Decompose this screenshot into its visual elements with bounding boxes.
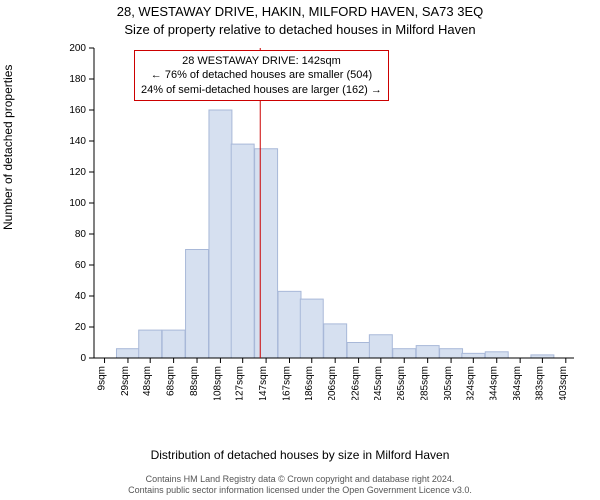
x-tick-label: 305sqm [443, 366, 454, 400]
annotation-line-3: 24% of semi-detached houses are larger (… [141, 83, 382, 97]
histogram-bar [186, 250, 209, 359]
x-tick-label: 344sqm [489, 366, 500, 400]
histogram-bar [300, 299, 323, 358]
x-tick-label: 29sqm [120, 366, 131, 396]
x-tick-label: 265sqm [396, 366, 407, 400]
y-tick-label: 100 [69, 198, 86, 209]
x-tick-label: 68sqm [166, 366, 177, 396]
x-axis-label: Distribution of detached houses by size … [0, 448, 600, 462]
x-tick-label: 9sqm [97, 366, 108, 390]
y-tick-label: 80 [75, 229, 87, 240]
histogram-bar [440, 349, 463, 358]
annotation-line-1: 28 WESTAWAY DRIVE: 142sqm [141, 54, 382, 68]
histogram-bar [162, 330, 185, 358]
x-tick-label: 245sqm [373, 366, 384, 400]
x-tick-label: 206sqm [327, 366, 338, 400]
y-tick-label: 160 [69, 105, 86, 116]
credits: Contains HM Land Registry data © Crown c… [0, 474, 600, 496]
y-tick-label: 140 [69, 136, 86, 147]
histogram-bar [347, 343, 370, 359]
y-tick-label: 40 [75, 291, 87, 302]
credits-line-2: Contains public sector information licen… [0, 485, 600, 496]
chart-title: 28, WESTAWAY DRIVE, HAKIN, MILFORD HAVEN… [0, 4, 600, 19]
histogram-bar [278, 291, 301, 358]
x-tick-label: 48sqm [142, 366, 153, 396]
histogram-bar [231, 144, 254, 358]
annotation-line-2: ← 76% of detached houses are smaller (50… [141, 68, 382, 82]
x-tick-label: 127sqm [235, 366, 246, 400]
histogram-bar [255, 149, 278, 358]
x-tick-label: 147sqm [258, 366, 269, 400]
histogram-bar [324, 324, 347, 358]
histogram-plot: 0 20 40 60 80 100 120 140 160 180 200 9sqm 29sqm 48sq… [60, 42, 580, 400]
histogram-bar [116, 349, 139, 358]
x-tick-label: 403sqm [558, 366, 569, 400]
histogram-bar [462, 353, 485, 358]
histogram-bar [139, 330, 162, 358]
marker-annotation: 28 WESTAWAY DRIVE: 142sqm ← 76% of detac… [134, 50, 389, 101]
x-tick-label: 364sqm [512, 366, 523, 400]
x-tick-label: 383sqm [534, 366, 545, 400]
histogram-bar [485, 352, 508, 358]
y-tick-label: 180 [69, 74, 86, 85]
y-tick-label: 20 [75, 322, 87, 333]
credits-line-1: Contains HM Land Registry data © Crown c… [0, 474, 600, 485]
y-tick-label: 120 [69, 167, 86, 178]
histogram-bar [369, 335, 392, 358]
x-tick-label: 108sqm [212, 366, 223, 400]
x-tick-label: 285sqm [420, 366, 431, 400]
histogram-bar [209, 110, 232, 358]
chart-subtitle: Size of property relative to detached ho… [0, 22, 600, 37]
x-tick-label: 186sqm [304, 366, 315, 400]
x-tick-label: 324sqm [465, 366, 476, 400]
x-tick-label: 226sqm [351, 366, 362, 400]
histogram-bar [393, 349, 416, 358]
x-tick-label: 167sqm [282, 366, 293, 400]
y-axis-label: Number of detached properties [1, 65, 15, 230]
y-tick-label: 0 [80, 353, 86, 364]
y-tick-label: 60 [75, 260, 87, 271]
x-tick-label: 88sqm [189, 366, 200, 396]
histogram-bar [416, 346, 439, 358]
y-tick-label: 200 [69, 43, 86, 54]
